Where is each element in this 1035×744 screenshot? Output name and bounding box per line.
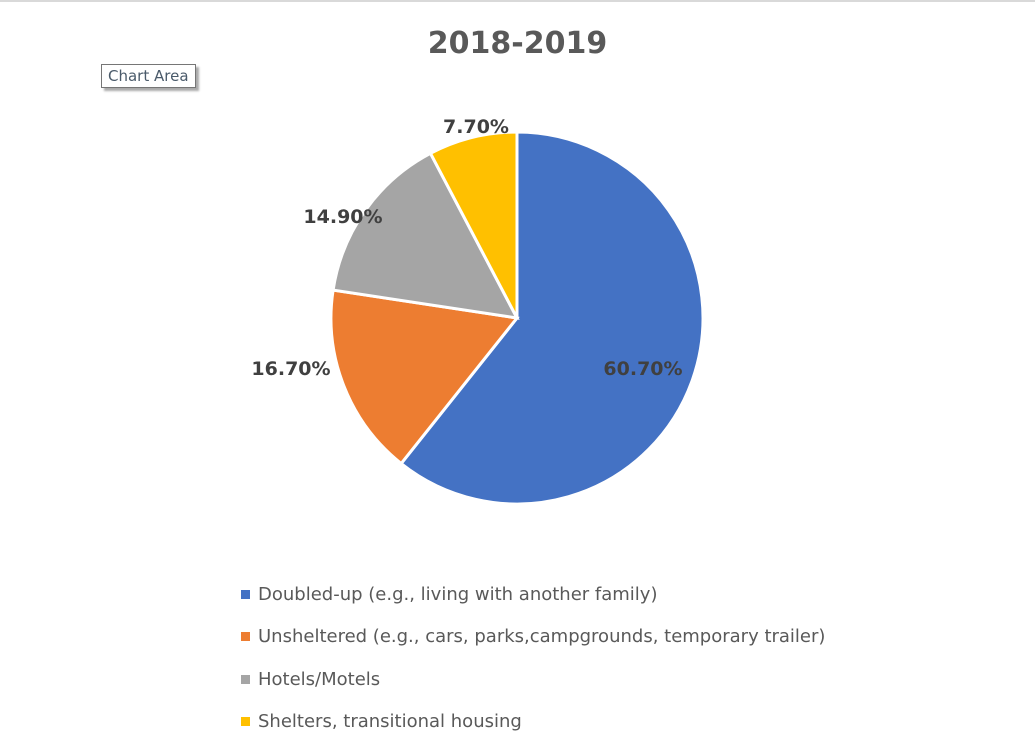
legend-label: Unsheltered (e.g., cars, parks,campgroun… xyxy=(258,626,826,648)
legend-swatch xyxy=(241,717,250,727)
legend-label: Doubled-up (e.g., living with another fa… xyxy=(258,583,658,605)
pie-slice[interactable] xyxy=(428,130,519,319)
legend-label: Hotels/Motels xyxy=(258,668,381,690)
chart-area-tooltip: Chart Area xyxy=(101,64,196,88)
legend-item[interactable]: Unsheltered (e.g., cars, parks,campgroun… xyxy=(241,616,825,659)
legend-item[interactable]: Doubled-up (e.g., living with another fa… xyxy=(241,573,825,616)
legend-swatch xyxy=(241,674,250,684)
pie-slice[interactable] xyxy=(399,130,705,506)
top-border xyxy=(0,0,1035,2)
data-label: 16.70% xyxy=(251,358,330,380)
legend-label: Shelters, transitional housing xyxy=(258,711,522,733)
chart-title: 2018-2019 xyxy=(427,26,608,61)
legend-swatch xyxy=(241,632,250,642)
data-label: 14.90% xyxy=(303,206,382,228)
data-label: 60.70% xyxy=(603,358,682,380)
legend-item[interactable]: Shelters, transitional housing xyxy=(241,701,825,744)
legend-swatch xyxy=(241,589,250,599)
legend-item[interactable]: Hotels/Motels xyxy=(241,658,825,701)
data-label: 7.70% xyxy=(443,116,509,138)
pie-slice[interactable] xyxy=(331,151,520,320)
legend: Doubled-up (e.g., living with another fa… xyxy=(241,573,825,743)
pie-slice[interactable] xyxy=(329,288,520,466)
